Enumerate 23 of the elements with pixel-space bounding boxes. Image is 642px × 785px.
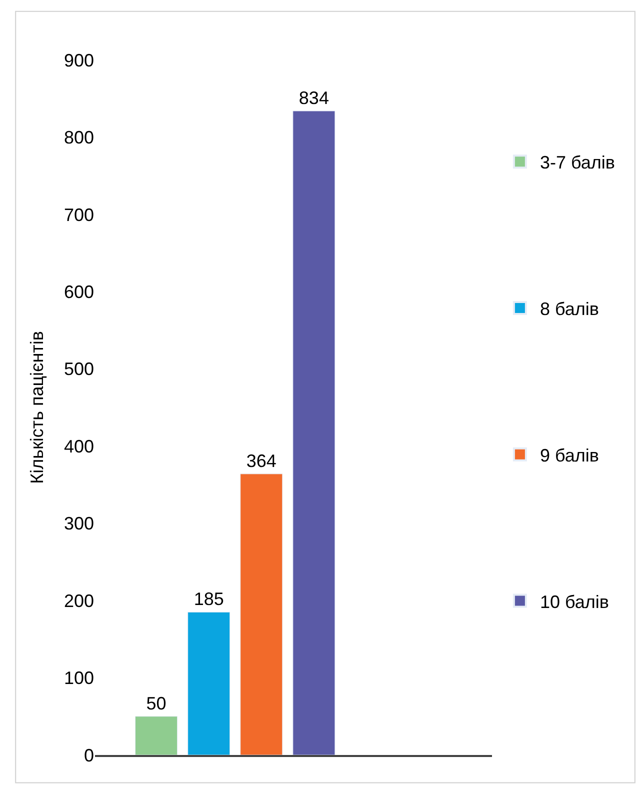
y-tick-label: 0	[84, 745, 94, 766]
data-label: 834	[298, 88, 329, 108]
y-tick-label: 200	[64, 590, 94, 611]
y-tick-label: 600	[64, 282, 94, 302]
y-tick-label: 500	[64, 359, 94, 380]
y-axis-title: Кількість пацієнтів	[27, 331, 48, 484]
y-tick-label: 800	[64, 128, 94, 148]
y-tick-label: 400	[64, 436, 94, 456]
data-label: 50	[146, 693, 166, 714]
y-tick-label: 100	[64, 668, 94, 688]
y-tick-label: 300	[64, 514, 94, 534]
bar	[240, 474, 283, 755]
legend-label: 3-7 балів	[540, 152, 615, 173]
bar	[292, 110, 336, 755]
legend-label: 9 балів	[540, 445, 599, 466]
data-label: 364	[246, 450, 276, 471]
data-label: 185	[194, 589, 224, 610]
y-tick-label: 900	[64, 50, 94, 70]
bar	[135, 716, 178, 755]
bar	[188, 612, 230, 755]
legend-label: 8 балів	[540, 299, 599, 320]
y-tick-label: 700	[64, 204, 94, 225]
legend-label: 10 балів	[540, 592, 609, 612]
